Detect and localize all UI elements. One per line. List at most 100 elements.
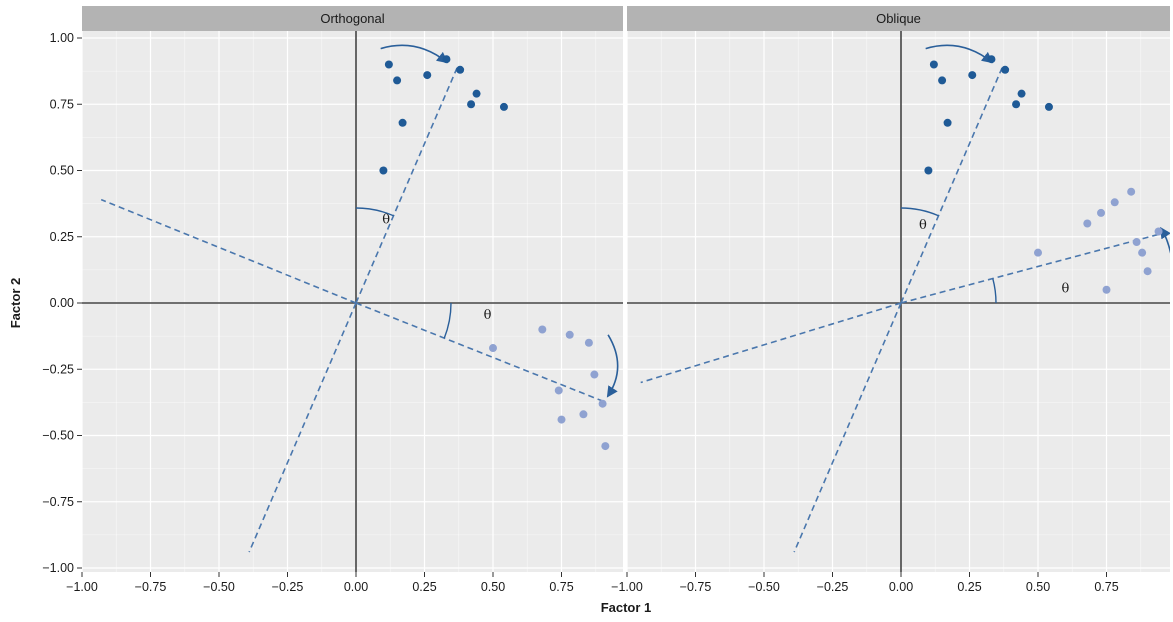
data-point — [557, 415, 566, 424]
rotation-arrow — [925, 44, 994, 64]
data-point — [987, 55, 996, 64]
data-point — [489, 344, 497, 353]
y-tick-label: 0.25 — [50, 230, 74, 244]
rotation-arrow — [1160, 226, 1170, 254]
data-point — [393, 76, 402, 85]
theta-labels: θθ — [382, 213, 491, 323]
data-point — [1034, 248, 1042, 257]
angle-label: θ — [1061, 281, 1069, 296]
y-tick-label: −0.75 — [42, 495, 74, 509]
rotated-axis-line — [355, 302, 603, 402]
data-point — [579, 410, 588, 419]
rotation-arrows — [380, 44, 619, 398]
rotation-arrows — [925, 44, 1170, 254]
rotation-arrow — [380, 44, 449, 64]
angle-arc — [355, 207, 394, 217]
panel-strip — [627, 6, 1170, 31]
x-tick-label: −0.75 — [680, 580, 712, 594]
data-point — [423, 71, 432, 80]
y-tick-label: −0.25 — [42, 362, 74, 376]
data-point — [1102, 285, 1111, 294]
data-point — [398, 118, 407, 127]
data-point — [968, 71, 977, 80]
rotated-axis-line — [900, 66, 1004, 304]
data-point — [379, 166, 388, 175]
rotated-axes — [100, 66, 603, 553]
data-point — [384, 60, 393, 69]
data-point — [1127, 187, 1136, 196]
rotated-axis-line — [793, 302, 902, 553]
x-tick-label: −0.75 — [135, 580, 167, 594]
data-point — [538, 325, 547, 334]
data-point — [1138, 248, 1147, 257]
data-point — [1154, 227, 1163, 236]
data-point — [467, 100, 476, 109]
x-tick-label: −0.50 — [203, 580, 235, 594]
angle-label: θ — [382, 213, 390, 228]
data-point — [499, 102, 508, 111]
data-point — [472, 89, 481, 98]
x-tick-label: 0.00 — [344, 580, 368, 594]
x-tick-label: 0.50 — [1026, 580, 1050, 594]
rotated-axis-line — [355, 66, 459, 304]
data-point — [1001, 65, 1010, 74]
y-tick-label: 0.00 — [50, 296, 74, 310]
data-point — [456, 65, 465, 74]
data-point — [590, 370, 599, 379]
y-tick-label: 1.00 — [50, 31, 74, 45]
data-point — [929, 60, 938, 69]
angle-arc — [443, 302, 452, 339]
data-point — [554, 386, 563, 395]
x-tick-label: −1.00 — [66, 580, 98, 594]
angle-arc — [992, 278, 997, 304]
data-point — [1044, 102, 1053, 111]
panel-oblique: Oblique θθ — [627, 6, 1170, 572]
rotated-axis-line — [900, 230, 1170, 304]
data-point — [943, 118, 952, 127]
data-point — [924, 166, 933, 175]
panel-background — [627, 31, 1170, 572]
x-tick-label: 0.50 — [481, 580, 505, 594]
panel-title: Orthogonal — [320, 11, 384, 26]
rotation-arrow — [606, 334, 619, 398]
x-tick-label: −1.00 — [611, 580, 643, 594]
data-point — [565, 330, 574, 339]
x-tick-label: −0.25 — [272, 580, 304, 594]
x-tick-label: 0.25 — [957, 580, 981, 594]
data-point — [1083, 219, 1092, 228]
angle-arc — [900, 207, 939, 217]
data-point — [598, 399, 607, 408]
x-tick-label: −0.50 — [748, 580, 780, 594]
y-tick-label: 0.50 — [50, 164, 74, 178]
data-point — [1097, 208, 1106, 217]
data-point — [1110, 198, 1119, 207]
rotated-axis-line — [248, 302, 357, 553]
panel-orthogonal: Orthogonal θθ — [82, 6, 623, 572]
loading-points — [924, 55, 1163, 294]
angle-arcs — [900, 207, 997, 304]
panel-strip — [82, 6, 623, 31]
data-point — [1017, 89, 1026, 98]
data-point — [1012, 100, 1021, 109]
y-tick-label: 0.75 — [50, 97, 74, 111]
x-axis-title: Factor 1 — [601, 600, 652, 615]
data-point — [1132, 238, 1141, 247]
x-tick-label: 0.75 — [549, 580, 573, 594]
y-tick-label: −1.00 — [42, 561, 74, 575]
data-point — [1143, 267, 1152, 276]
loading-points — [379, 55, 610, 451]
x-axis-ticks: −1.00 −0.75 −0.50 −0.25 0.00 0.25 0.50 0.75 −1.0… — [66, 572, 1119, 594]
y-axis-title: Factor 2 — [8, 278, 23, 329]
theta-labels: θθ — [919, 218, 1069, 297]
angle-label: θ — [484, 308, 492, 323]
x-tick-label: −0.25 — [817, 580, 849, 594]
x-tick-label: 0.00 — [889, 580, 913, 594]
data-point — [584, 338, 593, 347]
y-axis-ticks: 1.00 0.75 0.50 0.25 0.00 −0.25 −0.50 −0.75 −1.00 — [42, 31, 82, 575]
y-tick-label: −0.50 — [42, 429, 74, 443]
rotated-axis-line — [640, 302, 902, 384]
data-point — [938, 76, 947, 85]
rotated-axes — [640, 66, 1170, 553]
angle-arcs — [355, 207, 452, 339]
